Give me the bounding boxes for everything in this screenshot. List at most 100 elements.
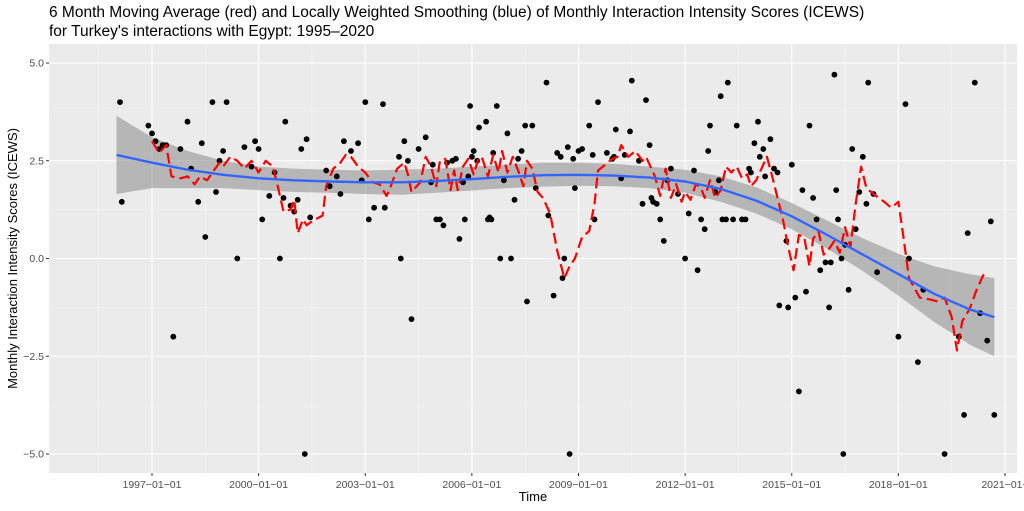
data-point — [564, 144, 571, 151]
data-point — [467, 103, 473, 109]
data-point — [145, 122, 152, 129]
data-point — [751, 140, 758, 147]
data-point — [984, 337, 991, 344]
data-point — [522, 122, 529, 129]
data-point — [554, 150, 561, 156]
data-point — [456, 236, 463, 242]
data-point — [307, 214, 314, 221]
data-point — [701, 226, 708, 233]
data-point — [301, 451, 308, 457]
y-tick-label: −5.0 — [23, 449, 44, 461]
data-point — [561, 255, 568, 262]
data-point — [550, 292, 557, 299]
data-point — [694, 267, 701, 274]
data-point — [294, 196, 301, 203]
data-point — [723, 216, 729, 223]
data-point — [792, 294, 799, 301]
data-point — [691, 167, 697, 174]
data-point — [184, 118, 191, 125]
data-point — [705, 148, 712, 154]
data-point — [827, 259, 834, 266]
data-point — [915, 359, 921, 365]
x-tick-label: 2018−01−01 — [869, 479, 928, 491]
data-point — [493, 103, 500, 109]
data-point — [810, 195, 816, 201]
data-point — [660, 238, 667, 244]
data-point — [220, 148, 227, 154]
chart-subtitle: for Turkey's interactions with Egypt: 19… — [49, 23, 375, 40]
data-point — [255, 146, 262, 152]
data-point — [248, 163, 255, 170]
data-point — [202, 234, 209, 240]
data-point — [149, 130, 155, 137]
data-point — [405, 157, 411, 164]
data-point — [849, 146, 856, 152]
data-point — [488, 216, 495, 223]
points-layer — [117, 71, 998, 457]
data-point — [579, 146, 585, 152]
y-axis: 5.0 2.5 0.0 −2.5 −5.0 — [23, 58, 49, 461]
data-point — [833, 187, 840, 194]
data-point — [852, 226, 859, 233]
data-point — [733, 122, 740, 129]
data-point — [198, 140, 205, 147]
moving-average-layer — [151, 140, 987, 352]
data-point — [177, 146, 184, 152]
data-point — [627, 128, 633, 135]
data-point — [501, 177, 507, 184]
data-point — [280, 195, 287, 201]
data-point — [856, 189, 863, 195]
data-point — [470, 148, 477, 154]
data-point — [964, 230, 971, 237]
y-tick-label: 0.0 — [29, 253, 44, 265]
data-point — [771, 165, 777, 172]
data-point — [803, 288, 809, 295]
data-point — [971, 79, 978, 86]
data-point — [511, 196, 518, 203]
moving-average-line — [151, 140, 987, 352]
data-point — [698, 216, 704, 223]
chart-title-block: 6 Month Moving Average (red) and Locally… — [49, 3, 864, 41]
data-point — [838, 255, 845, 262]
data-point — [524, 298, 530, 305]
data-point — [453, 155, 459, 162]
data-point — [380, 101, 386, 107]
data-point — [408, 316, 415, 322]
data-point — [341, 138, 347, 145]
data-point — [543, 79, 550, 86]
data-point — [835, 216, 841, 223]
data-point — [195, 198, 202, 205]
data-point — [515, 155, 521, 162]
data-point — [570, 155, 577, 162]
data-point — [490, 150, 497, 156]
data-point — [469, 153, 475, 160]
data-point — [282, 118, 289, 125]
x-tick-label: 2021−01− — [981, 479, 1024, 491]
data-point — [628, 77, 635, 84]
data-point — [796, 388, 802, 395]
data-point — [461, 216, 468, 223]
data-point — [333, 173, 340, 180]
data-point — [213, 189, 219, 195]
data-point — [170, 333, 177, 340]
data-point — [362, 99, 369, 105]
x-tick-label: 2009−01−01 — [549, 479, 608, 491]
y-axis-title: Monthly Interaction Intensity Scores (IC… — [5, 128, 20, 389]
data-point — [863, 200, 870, 207]
x-axis: 1997−01−01 2000−01−01 2003−01−01 2006−01−01… — [123, 473, 1024, 491]
data-point — [813, 216, 820, 223]
data-point — [437, 216, 443, 223]
data-point — [785, 304, 792, 311]
data-point — [685, 210, 692, 217]
data-point — [865, 79, 872, 86]
data-point — [118, 198, 125, 205]
data-point — [252, 138, 258, 145]
data-point — [799, 187, 806, 194]
data-point — [401, 138, 408, 145]
data-point — [682, 255, 688, 262]
data-point — [518, 148, 525, 154]
data-point — [895, 333, 902, 340]
x-tick-label: 2012−01−01 — [656, 479, 715, 491]
data-point — [422, 134, 429, 141]
loess-layer — [116, 153, 995, 319]
